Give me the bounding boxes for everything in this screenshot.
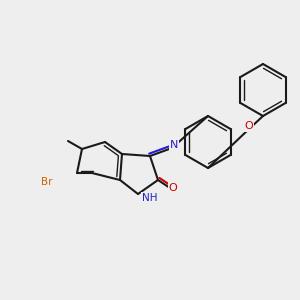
Text: NH: NH: [142, 193, 158, 203]
Text: O: O: [244, 121, 253, 131]
Text: Br: Br: [41, 177, 53, 187]
Text: N: N: [170, 140, 178, 150]
Text: O: O: [169, 183, 177, 193]
